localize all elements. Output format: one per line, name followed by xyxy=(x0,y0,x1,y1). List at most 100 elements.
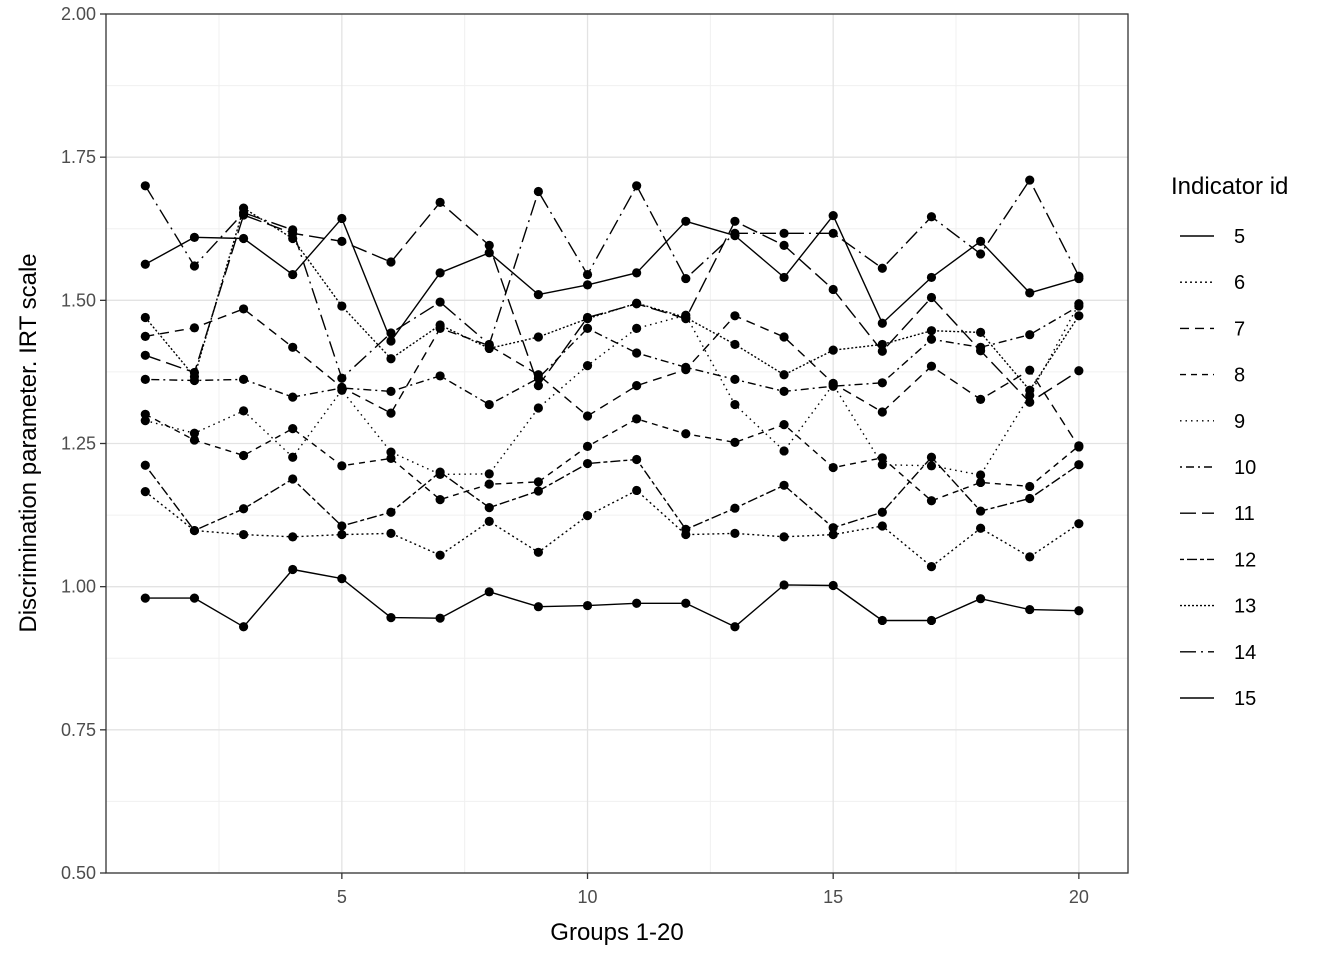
data-point xyxy=(435,467,445,477)
data-point xyxy=(779,446,789,456)
legend-label: 11 xyxy=(1234,503,1255,525)
data-point xyxy=(975,477,986,488)
legend-label: 9 xyxy=(1234,411,1245,433)
data-point xyxy=(337,236,347,246)
data-point xyxy=(238,374,249,384)
series-14 xyxy=(140,175,1084,383)
data-point xyxy=(877,318,887,328)
series-layer xyxy=(140,175,1084,632)
data-point xyxy=(238,622,249,632)
legend-label: 7 xyxy=(1234,318,1245,340)
data-point xyxy=(681,524,691,535)
data-point xyxy=(140,350,150,360)
data-point xyxy=(877,615,887,626)
data-point xyxy=(828,210,838,221)
data-point xyxy=(238,504,249,514)
data-point xyxy=(140,487,150,497)
data-point xyxy=(779,480,789,490)
data-point xyxy=(1074,301,1084,311)
data-point xyxy=(386,507,396,517)
series-line-15 xyxy=(145,568,1079,628)
data-point xyxy=(189,525,200,536)
data-point xyxy=(533,381,543,391)
data-point xyxy=(975,470,986,480)
data-point xyxy=(779,386,789,396)
data-point xyxy=(288,424,298,434)
legend-item-13: 13 xyxy=(1180,596,1256,618)
data-point xyxy=(140,593,150,603)
data-point xyxy=(877,407,887,417)
data-point xyxy=(288,342,298,352)
data-point xyxy=(484,587,494,597)
data-point xyxy=(189,232,200,242)
data-point xyxy=(877,346,887,356)
data-point xyxy=(582,280,593,290)
data-point xyxy=(337,521,347,531)
data-point xyxy=(926,452,937,462)
data-point xyxy=(238,450,249,461)
data-point xyxy=(189,371,200,382)
series-line-13 xyxy=(144,207,1080,391)
data-point xyxy=(828,462,838,473)
data-point xyxy=(1025,175,1035,185)
data-point xyxy=(877,263,887,273)
data-point xyxy=(1025,481,1035,492)
legend-item-10: 10 xyxy=(1180,457,1256,479)
data-point xyxy=(288,452,298,462)
data-point xyxy=(533,486,543,496)
data-point xyxy=(926,361,937,371)
data-point xyxy=(288,392,298,402)
data-point xyxy=(140,409,150,419)
data-point xyxy=(681,273,691,284)
series-line-12 xyxy=(144,456,1080,532)
data-point xyxy=(779,332,789,342)
x-tick-label: 20 xyxy=(1069,887,1089,907)
legend-label: 5 xyxy=(1234,226,1245,248)
data-point xyxy=(975,236,986,246)
data-point xyxy=(533,547,543,557)
legend: Indicator id 5 6 7 8 9 10 11 12 13 14 15 xyxy=(1171,173,1288,710)
data-point xyxy=(926,212,937,222)
data-point xyxy=(1025,365,1035,375)
data-point xyxy=(238,304,249,314)
data-point xyxy=(926,292,937,303)
data-point xyxy=(238,233,249,244)
legend-label: 10 xyxy=(1234,457,1256,479)
data-point xyxy=(1025,604,1035,615)
data-point xyxy=(386,257,396,267)
data-point xyxy=(877,521,887,531)
data-point xyxy=(484,479,494,489)
data-point xyxy=(337,373,347,383)
y-tick-label: 0.75 xyxy=(61,720,96,740)
legend-label: 8 xyxy=(1234,365,1245,387)
data-point xyxy=(435,550,445,560)
data-point xyxy=(1074,311,1084,321)
data-point xyxy=(435,320,445,330)
data-point xyxy=(779,240,789,250)
data-point xyxy=(140,415,150,426)
data-point xyxy=(1025,493,1035,504)
legend-label: 13 xyxy=(1234,596,1256,618)
series-line-14 xyxy=(144,179,1080,379)
data-point xyxy=(1074,366,1084,376)
data-point xyxy=(632,323,642,333)
data-point xyxy=(730,311,740,321)
series-10 xyxy=(140,301,1084,410)
data-point xyxy=(681,312,691,323)
data-point xyxy=(926,496,937,506)
data-point xyxy=(582,323,593,333)
data-point xyxy=(975,594,986,604)
data-point xyxy=(975,327,986,338)
series-8 xyxy=(140,409,1084,506)
data-point xyxy=(1025,288,1035,298)
data-point xyxy=(189,593,200,603)
data-point xyxy=(779,580,789,590)
y-tick-label: 1.75 xyxy=(61,147,96,167)
series-12 xyxy=(140,452,1084,536)
data-point xyxy=(730,503,740,513)
data-point xyxy=(337,461,347,471)
data-point xyxy=(484,469,494,479)
data-point xyxy=(533,332,543,342)
x-tick-label: 5 xyxy=(337,887,347,907)
